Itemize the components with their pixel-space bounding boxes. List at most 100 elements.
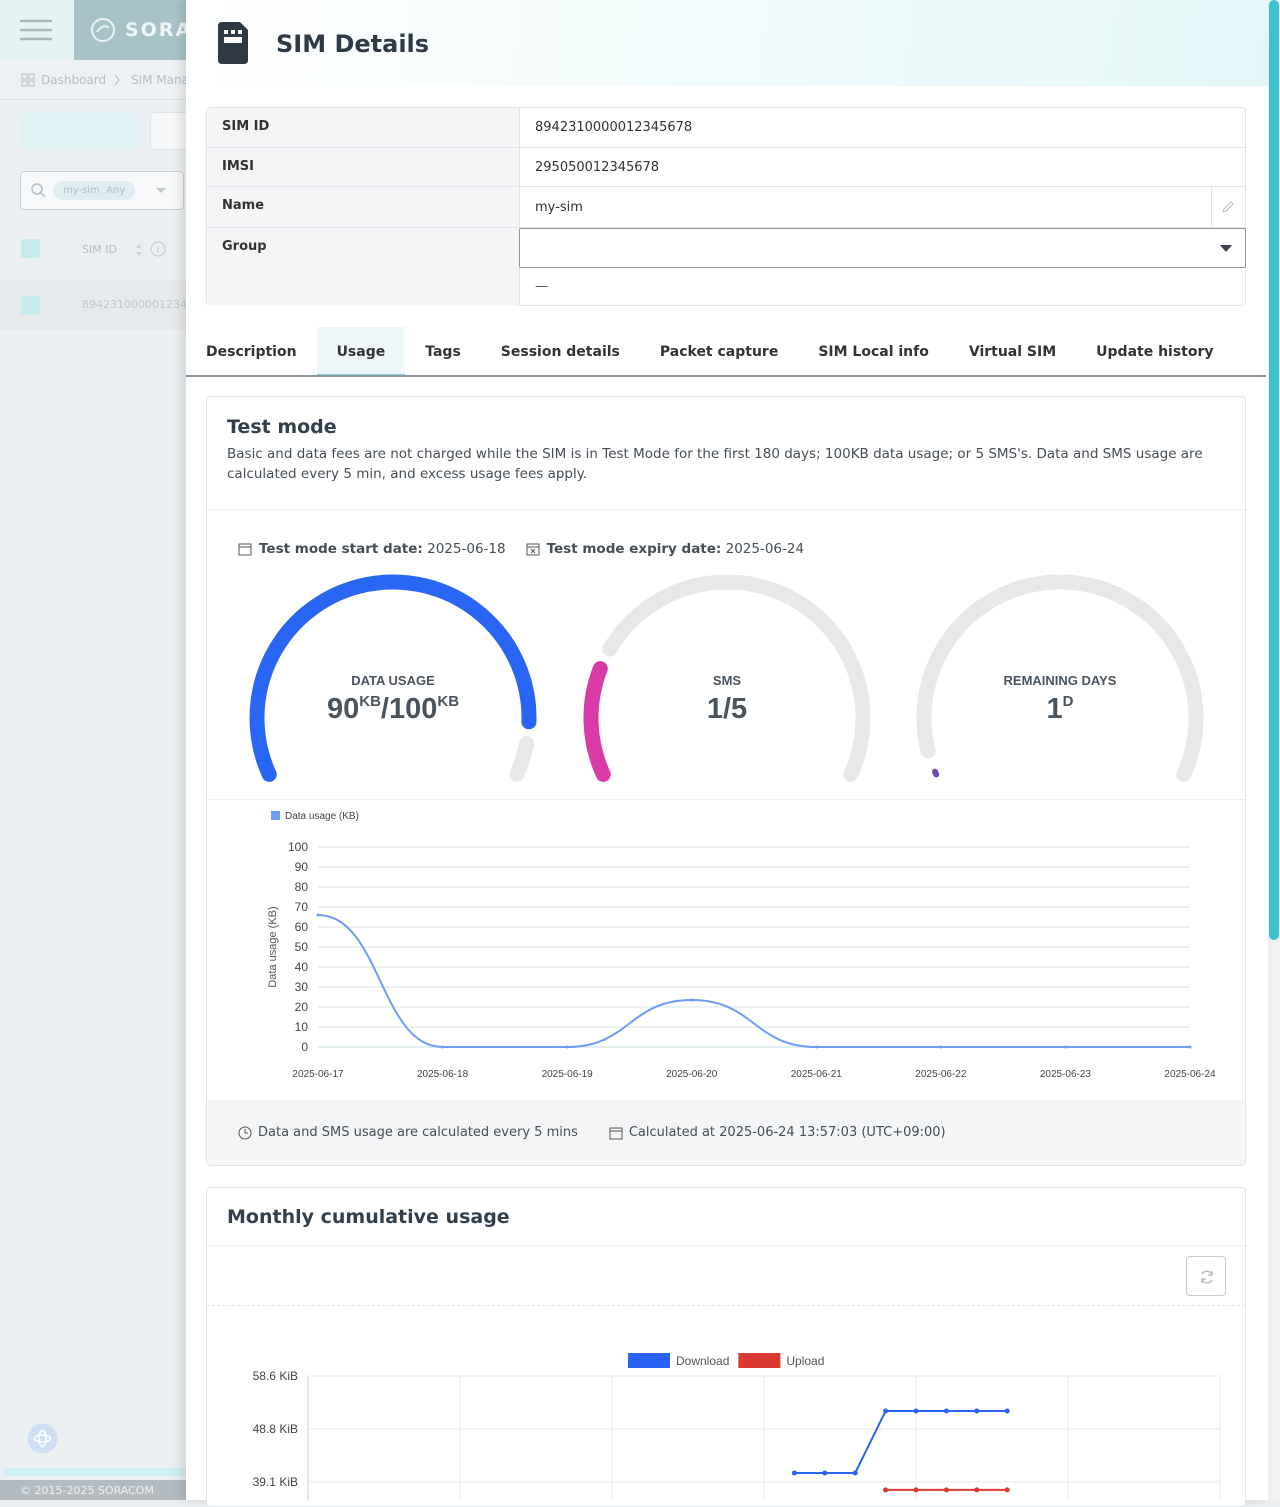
data-point	[974, 1408, 980, 1414]
chip-any: Any	[106, 185, 126, 196]
data-point	[1004, 1487, 1010, 1493]
data-point	[943, 1408, 949, 1414]
scrollbar-thumb[interactable]	[1269, 0, 1279, 940]
clock-icon	[238, 1126, 252, 1139]
details-row: Name my-sim	[207, 187, 1245, 228]
expiry-date: 2025-06-24	[725, 541, 805, 557]
tab[interactable]: Tags	[425, 344, 461, 360]
breadcrumb-chevron	[114, 74, 120, 86]
separator	[207, 509, 1245, 510]
gauge-track	[602, 574, 871, 782]
tab[interactable]: Update history	[1096, 344, 1214, 360]
gauge-unit: KB	[359, 693, 381, 710]
gauge-label: REMAINING DAYS	[1004, 673, 1117, 688]
gauge-arc	[249, 574, 537, 782]
details-row: IMSI 295050012345678	[207, 148, 1245, 187]
panel-title: SIM Details	[276, 30, 430, 58]
y-tick-label: 80	[295, 880, 309, 894]
data-point	[822, 1470, 828, 1476]
card-title: Test mode	[227, 416, 337, 438]
data-point	[913, 1408, 919, 1414]
gauge-label: DATA USAGE	[351, 673, 435, 688]
y-tick-label: 48.8 KiB	[253, 1422, 298, 1436]
hamburger-icon	[20, 19, 52, 41]
calendar-icon	[609, 1127, 623, 1139]
tab[interactable]: Usage	[316, 327, 406, 376]
legend-label: Download	[676, 1354, 729, 1368]
y-tick-label: 100	[288, 840, 308, 854]
data-point	[441, 1045, 445, 1049]
table-row[interactable]: 8942310000012345678	[0, 280, 215, 330]
checkbox[interactable]	[21, 239, 40, 258]
gauge-track	[916, 574, 1204, 782]
data-point	[974, 1487, 980, 1493]
legend-label: Upload	[786, 1354, 824, 1368]
separator	[207, 799, 1245, 800]
y-tick-label: 39.1 KiB	[253, 1475, 298, 1489]
footer-text: © 2015-2025 SORACOM	[20, 1484, 154, 1497]
tab[interactable]: Virtual SIM	[968, 344, 1057, 360]
gauge-max: 100	[389, 693, 437, 725]
y-tick-label: 58.6 KiB	[253, 1369, 298, 1383]
checkbox[interactable]	[21, 296, 40, 315]
x-tick-label: 2025-06-20	[666, 1069, 718, 1080]
footer: © 2015-2025 SORACOM	[0, 1480, 186, 1500]
gauge-value: 90KB/100KB	[327, 693, 459, 725]
separator	[207, 1305, 1245, 1306]
data-point	[1004, 1408, 1010, 1414]
support-icon[interactable]	[27, 1423, 58, 1454]
tab[interactable]: SIM Local info	[818, 344, 929, 360]
card-title: Monthly cumulative usage	[227, 1206, 510, 1228]
data-point	[1063, 1045, 1067, 1049]
test-mode-card	[206, 396, 1246, 1166]
search-box[interactable]: my-sim Any	[20, 171, 184, 210]
x-tick-label: 2025-06-23	[1040, 1069, 1092, 1080]
calendar-icon	[238, 543, 252, 556]
tab-underline	[186, 375, 1266, 377]
legend-label: Data usage (KB)	[285, 811, 359, 822]
calendar-x-icon	[526, 543, 540, 556]
gauge-arc	[932, 768, 940, 778]
search-caret	[156, 188, 166, 193]
usage-notes: Data and SMS usage are calculated every …	[207, 1100, 1245, 1165]
scrollbar[interactable]	[1268, 0, 1280, 1500]
note: Calculated at 2025-06-24 13:57:03 (UTC+0…	[628, 1125, 946, 1140]
column-header[interactable]: SIM ID	[82, 243, 117, 256]
y-tick-label: 60	[295, 920, 309, 934]
data-point	[883, 1487, 889, 1493]
row-sim-id: 8942310000012345678	[82, 298, 215, 311]
details-table: SIM ID 8942310000012345678 IMSI 2950500123…	[206, 107, 1246, 306]
group-select[interactable]	[519, 228, 1246, 268]
dashboard-icon	[21, 73, 35, 87]
tab[interactable]: Session details	[500, 344, 620, 360]
x-tick-label: 2025-06-18	[417, 1069, 469, 1080]
chip-value: my-sim	[63, 185, 100, 196]
tab[interactable]: Description	[206, 344, 297, 360]
legend-swatch	[271, 811, 280, 820]
refresh-icon	[1201, 1270, 1213, 1284]
tab-bar: Description Usage Tags Session details Packe…	[186, 327, 1234, 376]
column-icons	[136, 241, 166, 257]
gauge-value: 1/5	[707, 693, 747, 725]
y-tick-label: 70	[295, 900, 309, 914]
series-line	[317, 914, 1190, 1048]
menu-button[interactable]	[0, 0, 74, 60]
breadcrumb-link[interactable]: Dashboard	[41, 73, 107, 87]
details-label: Group	[207, 228, 520, 306]
tab[interactable]: Packet capture	[659, 344, 779, 360]
edit-icon[interactable]	[1221, 200, 1235, 214]
data-point	[814, 1045, 818, 1049]
monthly-card	[206, 1187, 1246, 1507]
y-tick-label: 0	[301, 1040, 308, 1054]
gauge-arc	[583, 661, 611, 782]
panel-header: SIM Details	[186, 0, 1268, 86]
details-label: IMSI	[207, 148, 520, 186]
register-button[interactable]	[21, 112, 138, 150]
x-tick-label: 2025-06-19	[542, 1069, 594, 1080]
refresh-button[interactable]	[1186, 1256, 1226, 1296]
select-caret	[1220, 245, 1232, 252]
usage-chart: 0 10 20 30 40 50 60 70 80 90 100 2025-06-17 2025-06-…	[267, 811, 1216, 1080]
gauge-separator: /	[723, 693, 731, 725]
search-chip[interactable]: my-sim Any	[53, 181, 136, 200]
